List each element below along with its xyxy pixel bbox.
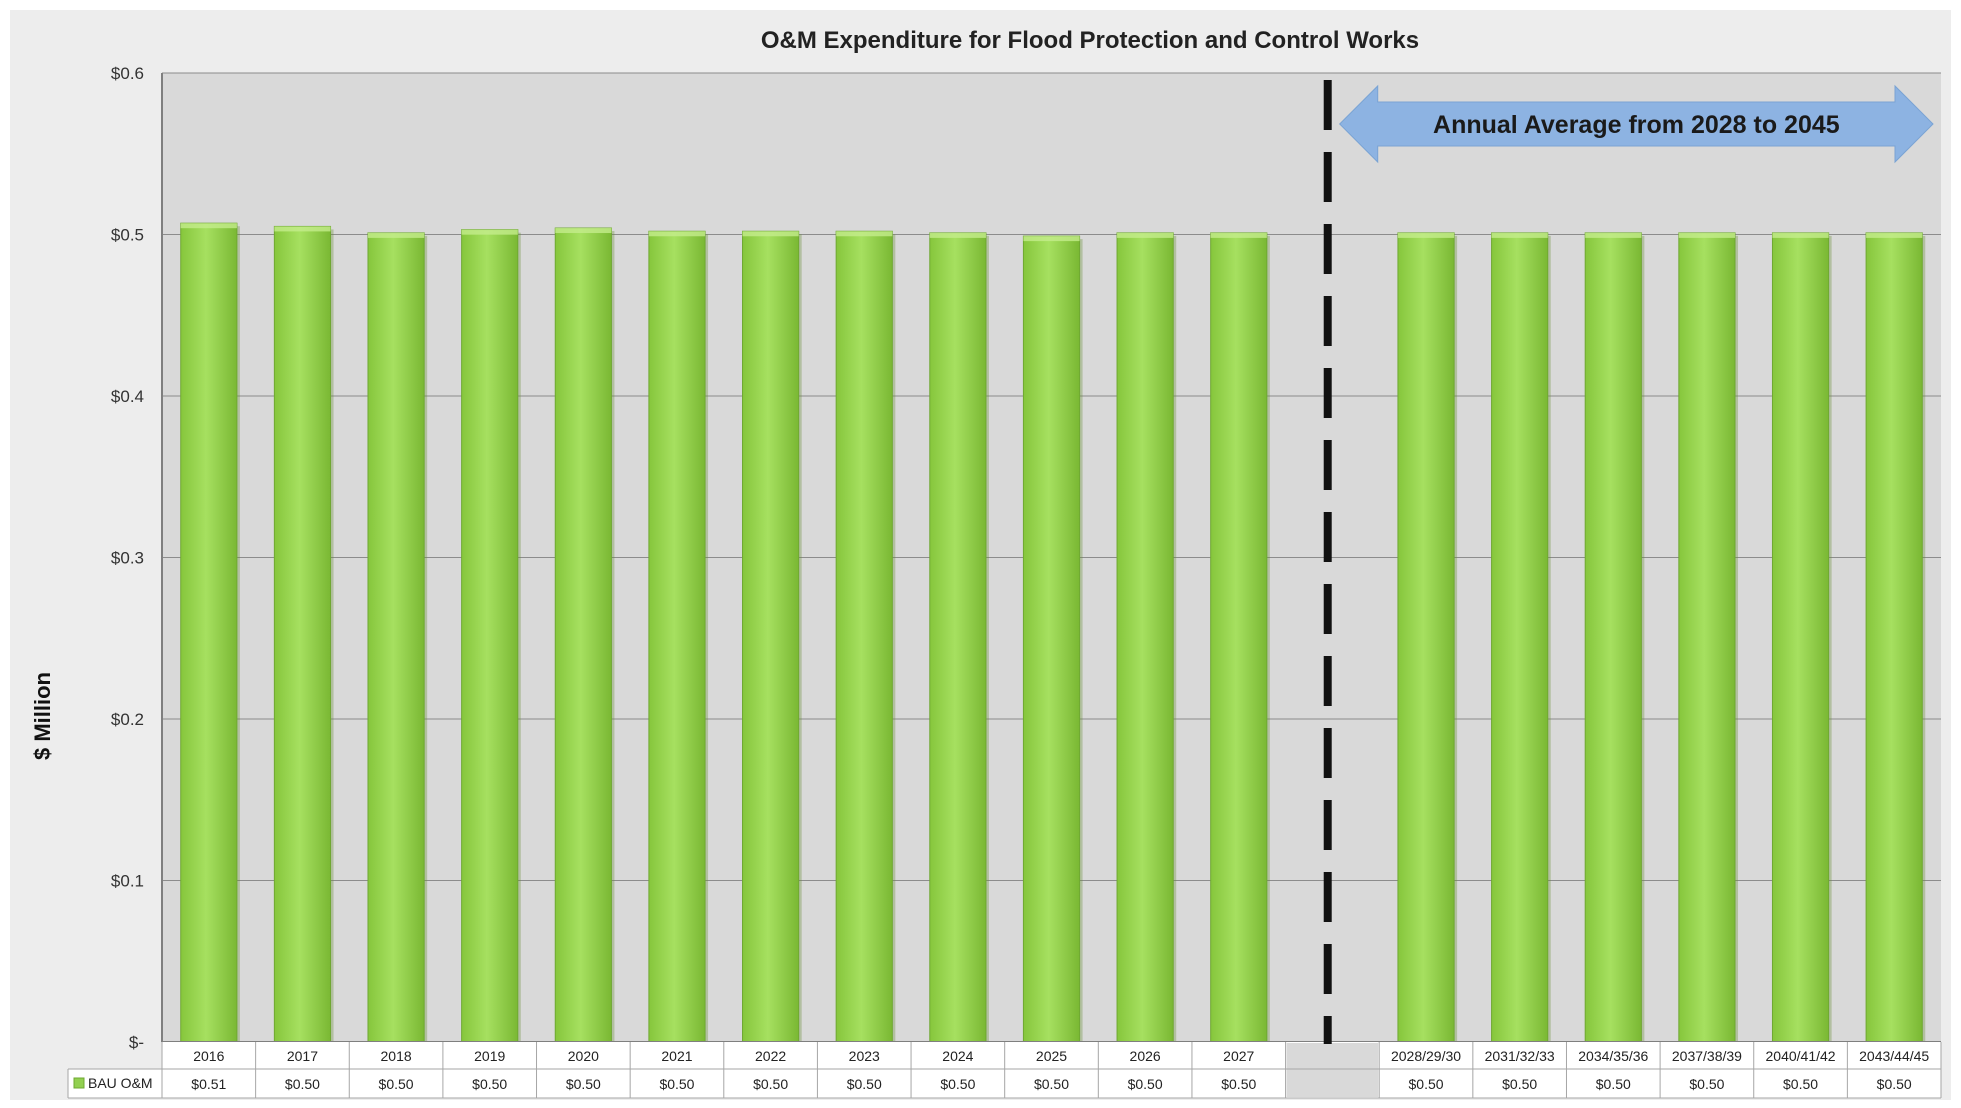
double-arrow-icon — [1339, 84, 1934, 164]
table-blank-cell — [1286, 1043, 1379, 1097]
bar — [554, 227, 615, 1043]
bar — [1584, 232, 1645, 1043]
bar — [1022, 235, 1083, 1043]
x-tick-label: 2017 — [287, 1048, 318, 1064]
y-tick-label: $0.1 — [111, 872, 144, 891]
annotation-label: Annual Average from 2028 to 2045 — [1433, 111, 1840, 139]
bar — [1678, 232, 1739, 1043]
bar — [742, 230, 802, 1043]
data-label: $0.50 — [1221, 1076, 1256, 1092]
data-label: $0.50 — [1409, 1076, 1444, 1092]
x-tick-label: 2021 — [661, 1048, 692, 1064]
bar — [180, 222, 240, 1043]
data-label: $0.50 — [1783, 1076, 1818, 1092]
x-tick-label: 2020 — [568, 1048, 599, 1064]
x-tick-label: 2019 — [474, 1048, 505, 1064]
bar — [1397, 232, 1458, 1043]
data-label: $0.50 — [566, 1076, 601, 1092]
bar — [367, 232, 428, 1043]
x-tick-label: 2024 — [942, 1048, 973, 1064]
x-tick-label: 2031/32/33 — [1485, 1048, 1555, 1064]
data-label: $0.50 — [1877, 1076, 1912, 1092]
x-tick-label: 2043/44/45 — [1859, 1048, 1929, 1064]
data-label: $0.50 — [659, 1076, 694, 1092]
x-tick-label: 2037/38/39 — [1672, 1048, 1742, 1064]
bar — [835, 230, 896, 1043]
y-tick-label: $0.5 — [111, 226, 144, 245]
data-label: $0.50 — [1034, 1076, 1069, 1092]
data-label: $0.51 — [191, 1076, 226, 1092]
y-tick-label: $0.4 — [111, 387, 144, 406]
x-tick-label: 2018 — [381, 1048, 412, 1064]
x-tick-label: 2023 — [849, 1048, 880, 1064]
chart-frame: $- $0.1 $0.2 $0.3 $0.4 $0.5 $0.6 2016 $0.51 2017… — [10, 10, 1951, 1100]
data-label: $0.50 — [1596, 1076, 1631, 1092]
x-tick-label: 2022 — [755, 1048, 786, 1064]
y-tick-label: $- — [129, 1033, 144, 1052]
data-label: $0.50 — [379, 1076, 414, 1092]
data-label: $0.50 — [1128, 1076, 1163, 1092]
x-tick-label: 2027 — [1223, 1048, 1254, 1064]
data-label: $0.50 — [1689, 1076, 1724, 1092]
bar — [1116, 232, 1177, 1043]
x-tick-label: 2025 — [1036, 1048, 1067, 1064]
table-category-row — [162, 1042, 1941, 1069]
bar — [648, 230, 709, 1043]
x-tick-label: 2016 — [193, 1048, 224, 1064]
y-tick-label: $0.2 — [111, 710, 144, 729]
bar-chart: $- $0.1 $0.2 $0.3 $0.4 $0.5 $0.6 2016 $0.51 2017… — [30, 27, 1942, 1099]
data-label: $0.50 — [285, 1076, 320, 1092]
x-tick-label: 2040/41/42 — [1766, 1048, 1836, 1064]
bar — [929, 232, 989, 1043]
x-tick-label: 2034/35/36 — [1578, 1048, 1648, 1064]
bar — [273, 225, 334, 1043]
y-axis-label: $ Million — [30, 672, 55, 760]
bar — [1865, 232, 1926, 1043]
bar — [1491, 232, 1551, 1043]
legend-swatch — [73, 1077, 85, 1089]
x-tick-label: 2026 — [1130, 1048, 1161, 1064]
data-label: $0.50 — [1502, 1076, 1537, 1092]
x-tick-label: 2028/29/30 — [1391, 1048, 1461, 1064]
bar — [1771, 232, 1832, 1043]
y-tick-label: $0.3 — [111, 549, 144, 568]
y-tick-label: $0.6 — [111, 64, 144, 83]
bar — [461, 229, 521, 1043]
chart-title: O&M Expenditure for Flood Protection and… — [761, 27, 1419, 54]
data-label: $0.50 — [472, 1076, 507, 1092]
legend-label: BAU O&M — [88, 1075, 153, 1091]
data-label: $0.50 — [940, 1076, 975, 1092]
data-label: $0.50 — [753, 1076, 788, 1092]
bar — [1210, 232, 1270, 1043]
data-label: $0.50 — [847, 1076, 882, 1092]
